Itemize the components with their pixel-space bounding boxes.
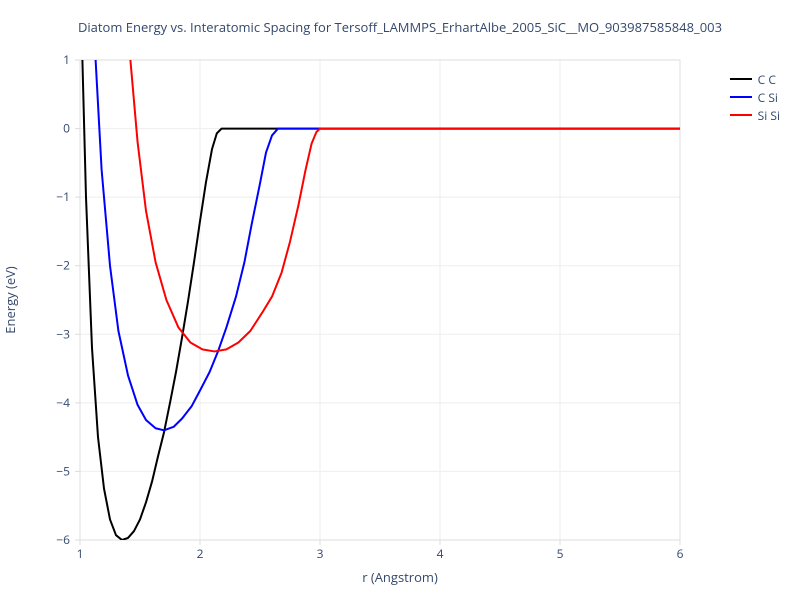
svg-text:−5: −5	[56, 462, 70, 479]
svg-text:−4: −4	[56, 394, 70, 411]
svg-text:2: 2	[197, 545, 204, 562]
legend-label: C Si	[758, 89, 778, 106]
legend-label: C C	[758, 71, 776, 88]
legend-item[interactable]: C C	[730, 70, 780, 88]
chart-svg: 1 2 3 4 5 6 −6 −5 −4 −3 −2 −1 0 1	[0, 0, 800, 600]
legend-swatch	[730, 96, 752, 98]
svg-text:−6: −6	[56, 531, 70, 548]
svg-text:3: 3	[317, 545, 324, 562]
legend-swatch	[730, 114, 752, 116]
svg-text:−2: −2	[56, 257, 70, 274]
svg-text:1: 1	[63, 51, 70, 68]
chart-container: Diatom Energy vs. Interatomic Spacing fo…	[0, 0, 800, 600]
svg-text:0: 0	[63, 120, 70, 137]
chart-title: Diatom Energy vs. Interatomic Spacing fo…	[0, 18, 800, 36]
svg-text:6: 6	[677, 545, 684, 562]
legend-item[interactable]: Si Si	[730, 106, 780, 124]
legend-item[interactable]: C Si	[730, 88, 780, 106]
svg-text:1: 1	[77, 545, 84, 562]
legend-label: Si Si	[758, 107, 780, 124]
legend: C CC SiSi Si	[730, 70, 780, 124]
svg-text:−1: −1	[56, 188, 70, 205]
x-axis-label: r (Angstrom)	[0, 568, 800, 586]
svg-text:4: 4	[437, 545, 444, 562]
svg-text:−3: −3	[56, 325, 70, 342]
y-axis-label: Energy (eV)	[1, 266, 19, 333]
svg-text:5: 5	[557, 545, 564, 562]
legend-swatch	[730, 78, 752, 80]
